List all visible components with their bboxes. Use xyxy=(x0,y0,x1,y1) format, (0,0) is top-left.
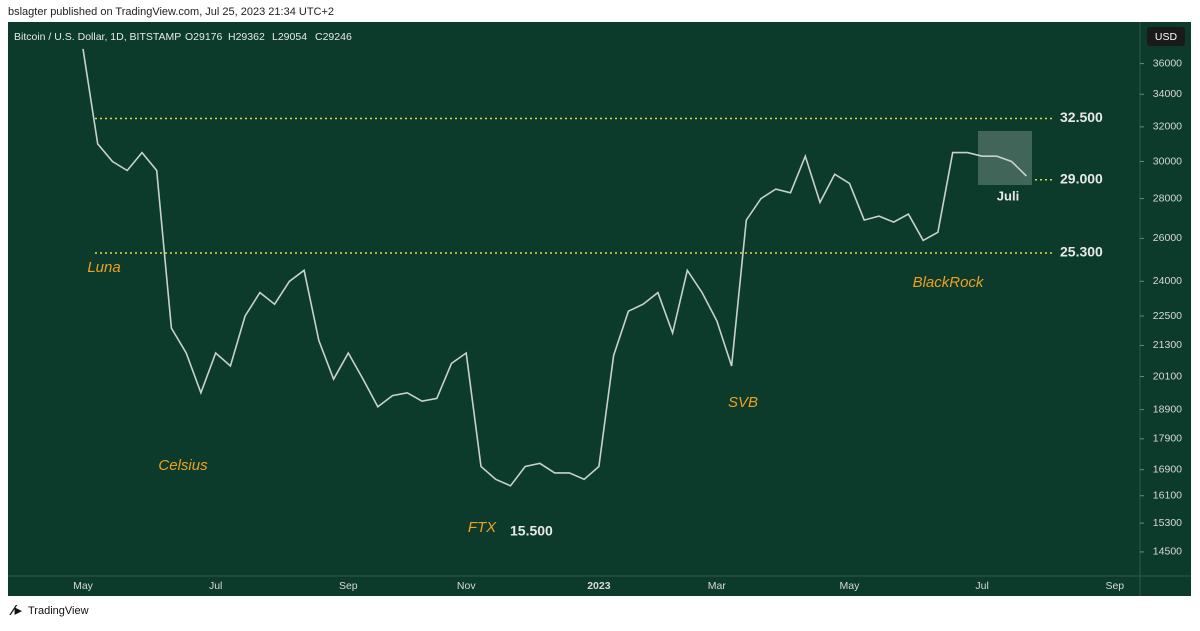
low-label: 15.500 xyxy=(510,523,553,539)
x-tick-label: 2023 xyxy=(587,580,611,592)
y-tick-label: 36000 xyxy=(1153,57,1182,69)
y-tick-label: 26000 xyxy=(1153,232,1182,244)
annotation: FTX xyxy=(468,519,497,536)
currency[interactable]: USD xyxy=(1155,31,1178,43)
symbol: Bitcoin / U.S. Dollar, 1D, BITSTAMP xyxy=(14,31,181,43)
box-label: Juli xyxy=(997,188,1019,203)
currency-button[interactable] xyxy=(1147,27,1185,46)
y-tick-label: 15300 xyxy=(1153,517,1182,529)
level-label: 29.000 xyxy=(1060,170,1103,186)
ohlc: H29362 xyxy=(228,31,265,43)
y-tick-label: 16900 xyxy=(1153,463,1182,475)
ohlc: C29246 xyxy=(315,31,352,43)
price-line xyxy=(82,48,1027,487)
x-tick-label: Sep xyxy=(1105,580,1124,592)
y-tick-label: 14500 xyxy=(1153,546,1182,558)
y-tick-label: 16100 xyxy=(1153,489,1182,501)
highlight-box xyxy=(978,131,1032,185)
y-tick-label: 34000 xyxy=(1153,88,1182,100)
x-tick-label: Sep xyxy=(339,580,358,592)
y-tick-label: 24000 xyxy=(1153,275,1182,287)
y-tick-label: 17900 xyxy=(1153,433,1182,445)
ohlc: L29054 xyxy=(272,31,307,43)
y-tick-label: 32000 xyxy=(1153,121,1182,133)
annotation: Luna xyxy=(87,259,120,276)
brand: TradingView xyxy=(28,605,89,617)
y-tick-label: 28000 xyxy=(1153,192,1182,204)
y-tick-label: 20100 xyxy=(1153,370,1182,382)
annotation: Celsius xyxy=(158,457,208,474)
x-tick-label: Mar xyxy=(708,580,727,592)
logo-mark: ⁄▸ xyxy=(9,602,23,619)
y-tick-label: 22500 xyxy=(1153,310,1182,322)
x-tick-label: May xyxy=(840,580,861,592)
y-tick-label: 18900 xyxy=(1153,403,1182,415)
chart-background xyxy=(8,22,1191,596)
x-tick-label: Jul xyxy=(975,580,988,592)
level-label: 32.500 xyxy=(1060,109,1103,125)
y-tick-label: 21300 xyxy=(1153,339,1182,351)
ohlc: O29176 xyxy=(185,31,223,43)
x-tick-label: May xyxy=(73,580,94,592)
y-tick-label: 30000 xyxy=(1153,155,1182,167)
publisher: bslagter published on TradingView.com, J… xyxy=(8,6,334,18)
x-tick-label: Jul xyxy=(209,580,222,592)
annotation: BlackRock xyxy=(913,274,985,291)
annotation: SVB xyxy=(728,394,758,411)
x-tick-label: Nov xyxy=(457,580,476,592)
level-label: 25.300 xyxy=(1060,244,1103,260)
